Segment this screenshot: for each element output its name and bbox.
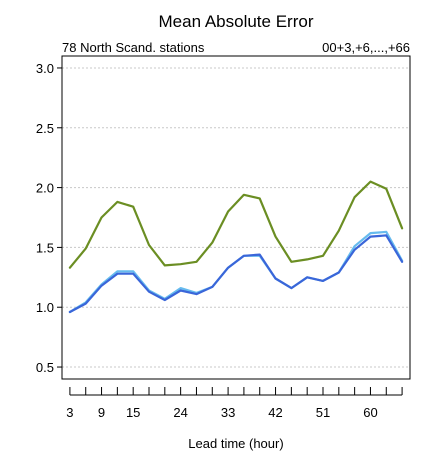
y-tick-label: 2.0: [36, 181, 54, 196]
gridlines: [62, 67, 410, 368]
x-tick-label: 60: [363, 405, 377, 420]
series-line-2: [68, 230, 404, 314]
x-tick-label: 3: [66, 405, 73, 420]
series-line-1: [68, 180, 404, 269]
y-tick-label: 1.0: [36, 300, 54, 315]
series-line-3: [68, 234, 404, 314]
x-tick-label: 33: [221, 405, 235, 420]
chart-subtitle-left: 78 North Scand. stations: [62, 40, 205, 55]
x-tick-label: 15: [126, 405, 140, 420]
chart-subtitle-right: 00+3,+6,...,+66: [322, 40, 410, 55]
x-axis: 3 9 15 24 33 42 51 60: [66, 387, 403, 420]
x-tick-label: 42: [268, 405, 282, 420]
series-layer: [68, 180, 404, 314]
x-axis-label: Lead time (hour): [188, 436, 283, 451]
y-tick-label: 3.0: [36, 61, 54, 76]
x-tick-label: 9: [98, 405, 105, 420]
chart-title: Mean Absolute Error: [159, 12, 314, 31]
plot-frame: [61, 55, 411, 380]
y-axis: 0.5 1.0 1.5 2.0 2.5 3.0: [36, 61, 62, 375]
y-tick-label: 1.5: [36, 240, 54, 255]
y-tick-label: 2.5: [36, 121, 54, 136]
x-tick-label: 24: [173, 405, 187, 420]
y-tick-label: 0.5: [36, 360, 54, 375]
x-tick-label: 51: [316, 405, 330, 420]
